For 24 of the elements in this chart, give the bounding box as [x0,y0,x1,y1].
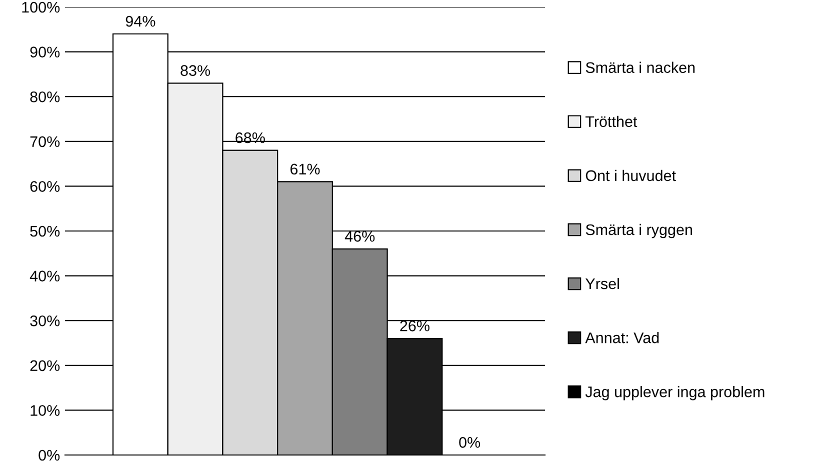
y-tick-label: 60% [30,181,60,192]
y-tick-label: 90% [30,46,60,58]
data-label: 0% [459,436,480,448]
legend-label: Annat: Vad [585,332,659,344]
legend-label: Smärta i ryggen [586,224,692,238]
y-tick-label: 10% [30,405,60,416]
y-tick-label: 0% [38,450,60,461]
data-label: 26% [400,320,430,332]
legend-label: Smärta i nacken [586,62,695,74]
legend-label: Trötthet [586,116,638,128]
y-tick-label: 30% [30,315,60,326]
data-label: 61% [290,164,320,175]
legend-label: Ont i huvudet [586,170,676,182]
y-tick-label: 70% [30,136,60,148]
y-tick-label: 80% [30,91,60,102]
legend-label: Jag upplever inga problem [585,386,764,400]
y-tick-label: 20% [30,360,60,372]
data-label: 83% [180,65,210,76]
legend-label: Yrsel [585,278,619,290]
y-tick-label: 40% [30,270,60,282]
y-tick-label: 100% [22,2,60,13]
y-tick-label: 50% [30,226,60,237]
data-label: 94% [126,16,156,27]
data-label: 46% [344,230,375,242]
